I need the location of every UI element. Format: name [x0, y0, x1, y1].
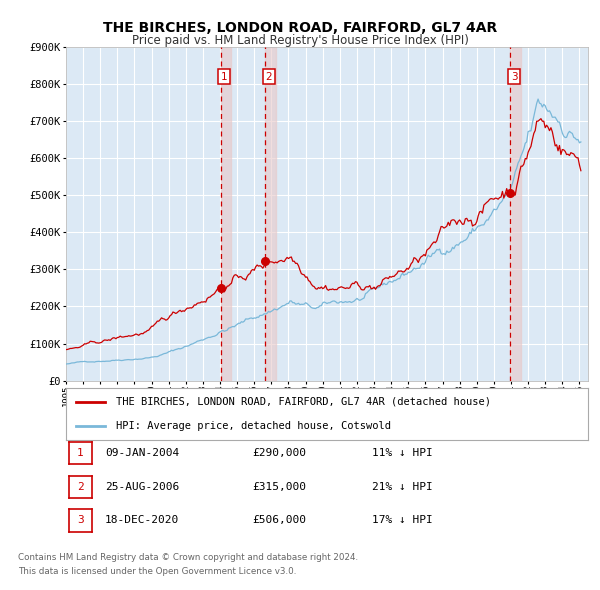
Text: 1: 1	[77, 448, 84, 458]
Text: Contains HM Land Registry data © Crown copyright and database right 2024.: Contains HM Land Registry data © Crown c…	[18, 553, 358, 562]
Text: This data is licensed under the Open Government Licence v3.0.: This data is licensed under the Open Gov…	[18, 566, 296, 576]
Text: 09-JAN-2004: 09-JAN-2004	[105, 448, 179, 458]
Text: THE BIRCHES, LONDON ROAD, FAIRFORD, GL7 4AR: THE BIRCHES, LONDON ROAD, FAIRFORD, GL7 …	[103, 21, 497, 35]
Text: HPI: Average price, detached house, Cotswold: HPI: Average price, detached house, Cots…	[116, 421, 391, 431]
Text: 21% ↓ HPI: 21% ↓ HPI	[372, 482, 433, 491]
Text: 1: 1	[221, 72, 227, 82]
Text: 25-AUG-2006: 25-AUG-2006	[105, 482, 179, 491]
Text: 17% ↓ HPI: 17% ↓ HPI	[372, 516, 433, 525]
Text: Price paid vs. HM Land Registry's House Price Index (HPI): Price paid vs. HM Land Registry's House …	[131, 34, 469, 47]
Bar	[511, 47, 521, 381]
Text: THE BIRCHES, LONDON ROAD, FAIRFORD, GL7 4AR (detached house): THE BIRCHES, LONDON ROAD, FAIRFORD, GL7 …	[116, 396, 491, 407]
Text: 11% ↓ HPI: 11% ↓ HPI	[372, 448, 433, 458]
Text: 3: 3	[511, 72, 517, 82]
Bar	[265, 47, 276, 381]
Text: £506,000: £506,000	[252, 516, 306, 525]
Text: 2: 2	[77, 482, 84, 491]
Bar	[221, 47, 231, 381]
Text: 3: 3	[77, 516, 84, 525]
Text: 18-DEC-2020: 18-DEC-2020	[105, 516, 179, 525]
Text: £315,000: £315,000	[252, 482, 306, 491]
Text: 2: 2	[266, 72, 272, 82]
Text: £290,000: £290,000	[252, 448, 306, 458]
